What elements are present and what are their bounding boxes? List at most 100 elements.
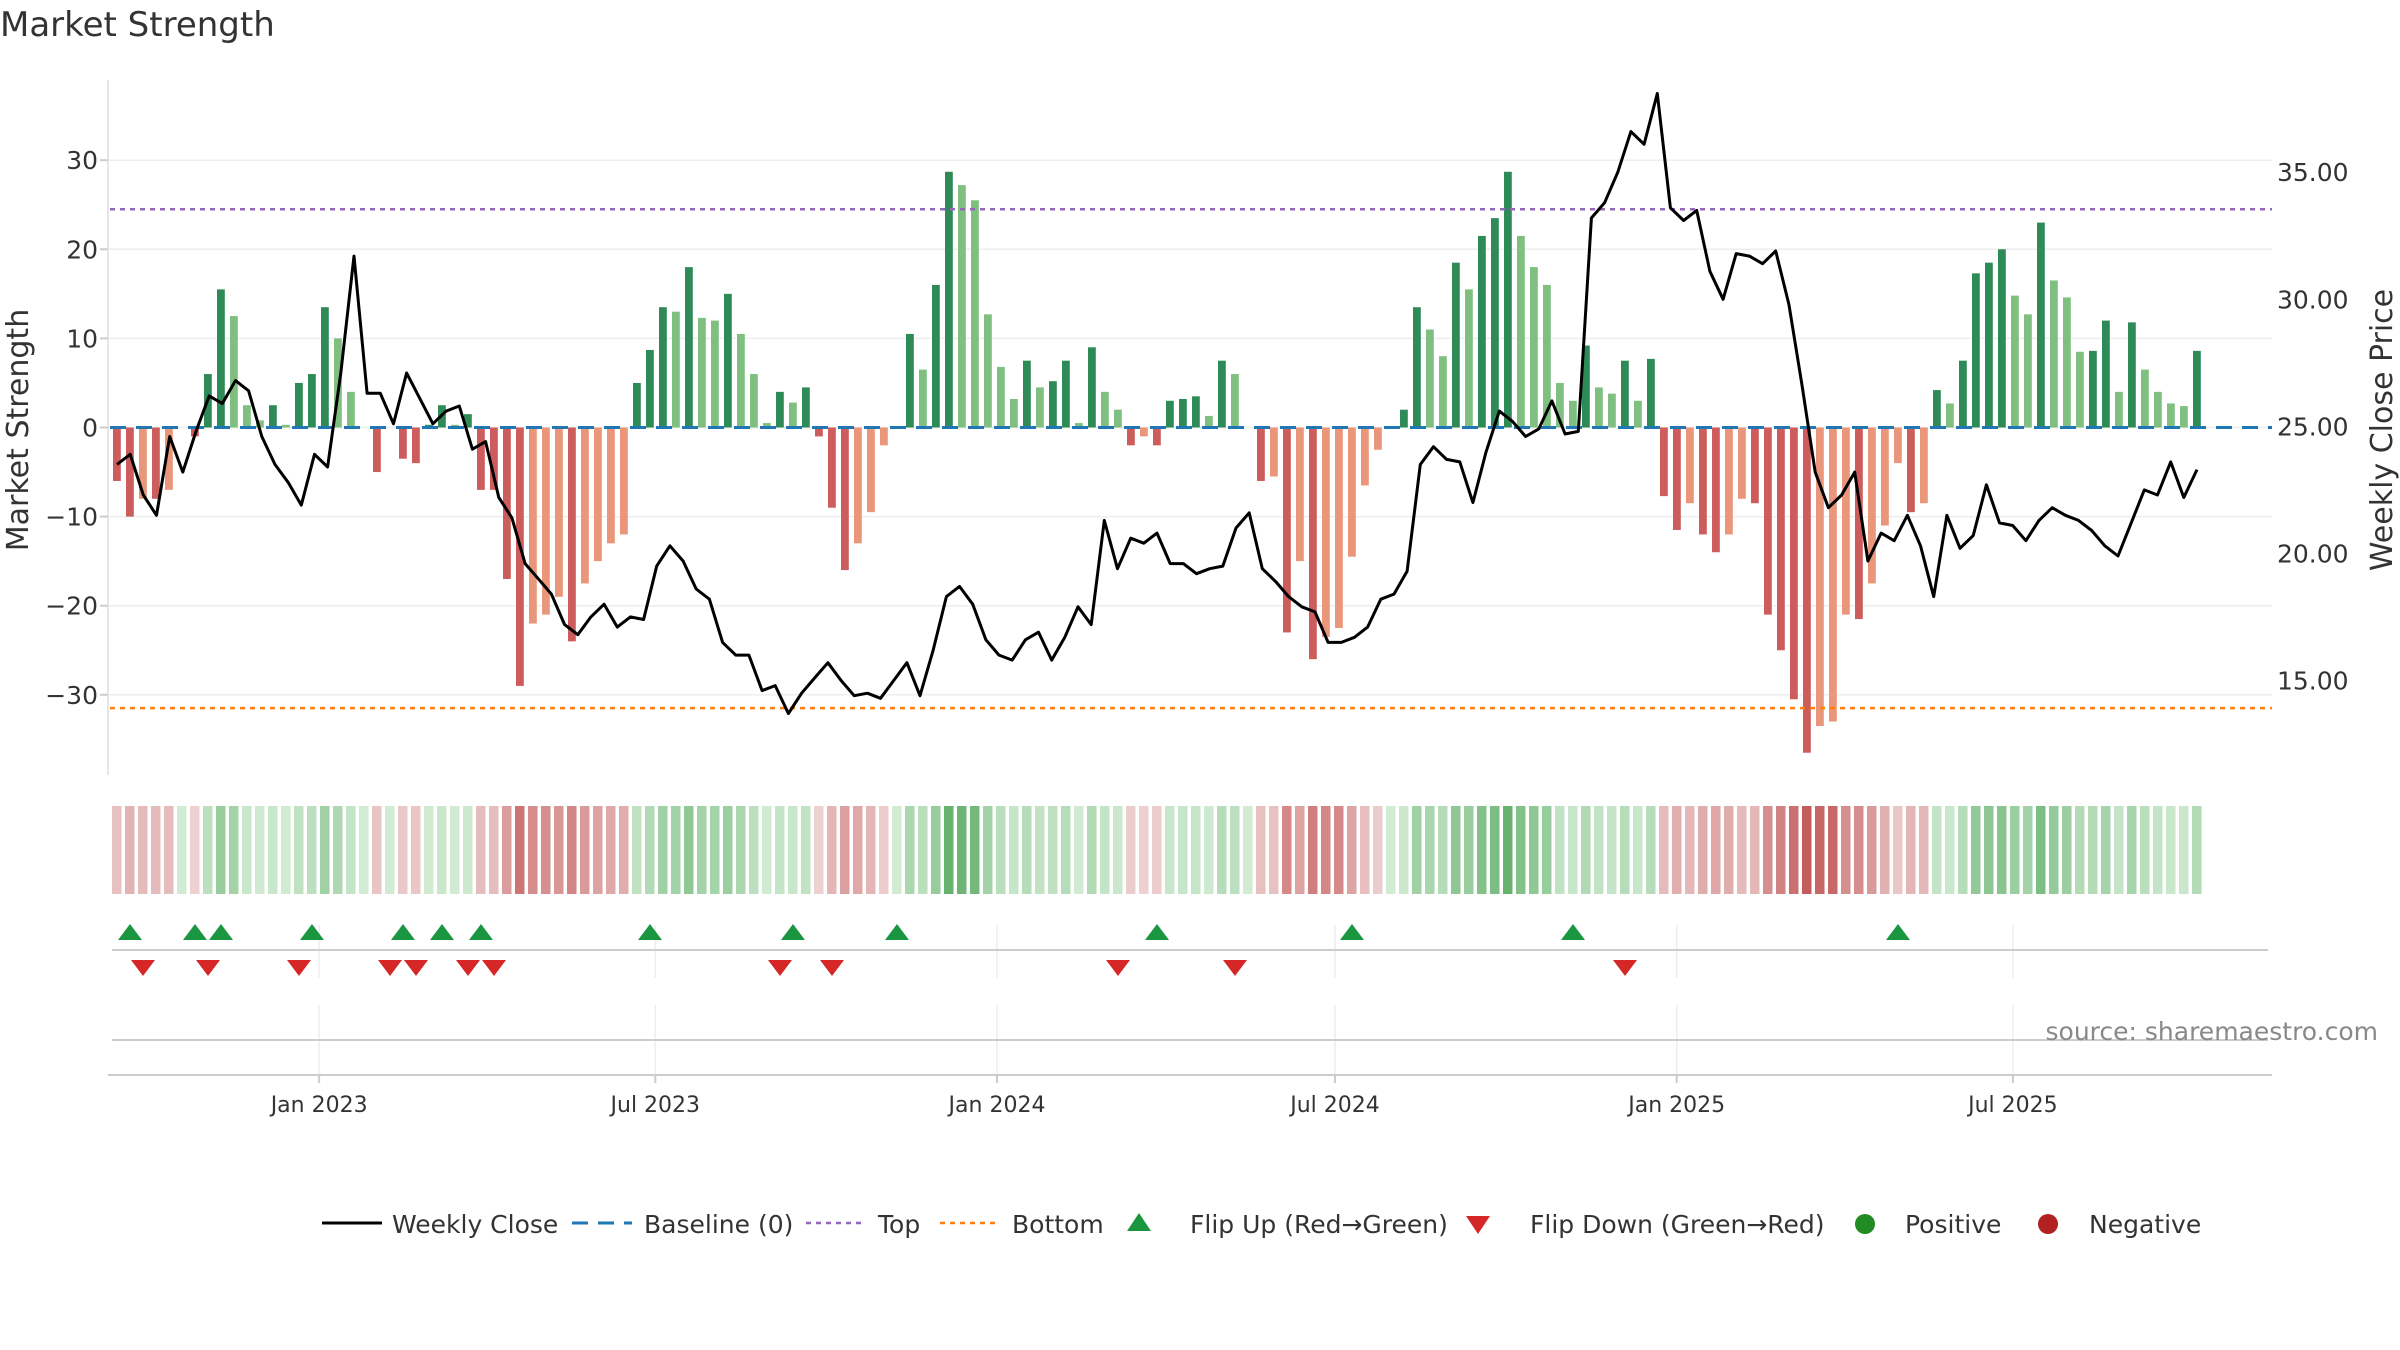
strength-bar xyxy=(2076,351,2084,428)
heat-cell xyxy=(1048,806,1058,894)
heat-cell xyxy=(281,806,291,894)
strength-bar xyxy=(1140,427,1148,437)
heat-cell xyxy=(541,806,551,894)
strength-bar xyxy=(1985,262,1993,428)
strength-bar xyxy=(815,427,823,437)
strength-bar xyxy=(867,427,875,513)
strength-bar xyxy=(1322,427,1330,637)
strength-bar xyxy=(750,374,758,428)
heat-cell xyxy=(1230,806,1240,894)
strength-bar xyxy=(464,414,472,428)
heat-cell xyxy=(1906,806,1916,894)
strength-bar xyxy=(1738,427,1746,499)
flip-down-marker xyxy=(456,960,480,976)
x-tick-label: Jul 2023 xyxy=(609,1093,701,1118)
heat-cell xyxy=(359,806,369,894)
heat-cell xyxy=(1269,806,1279,894)
strength-bar xyxy=(1374,427,1382,450)
strength-bar xyxy=(724,293,732,428)
strength-bar xyxy=(672,311,680,428)
heat-cell xyxy=(1256,806,1266,894)
flip-up-marker xyxy=(781,924,805,940)
strength-bar xyxy=(477,427,485,490)
strength-bar xyxy=(958,185,966,428)
heat-cell xyxy=(112,806,122,894)
heat-cell xyxy=(411,806,421,894)
strength-bar xyxy=(1231,374,1239,428)
heat-cell xyxy=(1295,806,1305,894)
heat-cell xyxy=(697,806,707,894)
heat-cell xyxy=(710,806,720,894)
heat-cell xyxy=(1919,806,1929,894)
heat-cell xyxy=(1308,806,1318,894)
strength-bar xyxy=(230,316,238,428)
strength-bar xyxy=(1010,398,1018,428)
strength-bar xyxy=(1166,400,1174,428)
heat-cell xyxy=(2010,806,2020,894)
strength-bar xyxy=(1504,171,1512,428)
heat-cell xyxy=(827,806,837,894)
heat-cell xyxy=(1932,806,1942,894)
heat-cell xyxy=(2088,806,2098,894)
strength-bar xyxy=(1348,427,1356,557)
strength-bar xyxy=(321,307,329,428)
x-tick-label: Jan 2023 xyxy=(269,1093,368,1118)
heat-cell xyxy=(970,806,980,894)
strength-bar xyxy=(1426,329,1434,428)
strength-bar xyxy=(555,427,563,597)
strength-bar xyxy=(152,427,160,499)
heat-cell xyxy=(216,806,226,894)
flip-markers xyxy=(118,924,1910,976)
heat-cell xyxy=(203,806,213,894)
strength-bar xyxy=(1725,427,1733,535)
heat-cell xyxy=(1529,806,1539,894)
heat-cell xyxy=(1815,806,1825,894)
heat-cell xyxy=(736,806,746,894)
legend-negative-swatch xyxy=(2038,1214,2058,1234)
x-axis-ticks: Jan 2023 Jul 2023 Jan 2024 Jul 2024 Jan 2025… xyxy=(269,1075,2058,1118)
flip-down-marker xyxy=(404,960,428,976)
strength-bar xyxy=(932,284,940,428)
strength-bar xyxy=(1582,345,1590,428)
strength-bar xyxy=(1543,284,1551,428)
strength-bar xyxy=(1998,249,2006,428)
heat-cell xyxy=(1191,806,1201,894)
heat-cell xyxy=(905,806,915,894)
flip-up-marker xyxy=(638,924,662,940)
heat-cell xyxy=(1750,806,1760,894)
heat-cell xyxy=(1399,806,1409,894)
strength-bar xyxy=(2011,295,2019,428)
strength-bar xyxy=(2128,322,2136,428)
legend-top: Top xyxy=(877,1210,920,1239)
heat-cell xyxy=(1841,806,1851,894)
strength-bar xyxy=(594,427,602,562)
heat-cell xyxy=(814,806,824,894)
strength-bar xyxy=(256,420,264,428)
heat-cell xyxy=(1763,806,1773,894)
strength-bar xyxy=(165,427,173,490)
strength-bar xyxy=(1439,356,1447,428)
heat-cell xyxy=(1113,806,1123,894)
strength-bar xyxy=(1894,427,1902,464)
heat-cell xyxy=(606,806,616,894)
strength-bar xyxy=(1803,427,1811,753)
strength-bar xyxy=(2154,391,2162,428)
strength-bar xyxy=(1777,427,1785,651)
heat-cell xyxy=(1464,806,1474,894)
heat-cell xyxy=(1776,806,1786,894)
legend: Weekly Close Baseline (0) Top Bottom Fli… xyxy=(322,1210,2201,1239)
strength-bar xyxy=(1218,360,1226,428)
x-tick-label: Jul 2024 xyxy=(1288,1093,1380,1118)
strength-bar xyxy=(607,427,615,544)
strength-bar xyxy=(633,382,641,428)
flip-up-marker xyxy=(209,924,233,940)
legend-negative: Negative xyxy=(2089,1210,2201,1239)
heat-cell xyxy=(1724,806,1734,894)
bottom-panel: source: sharemaestro.com Jan 2023 Jul 202… xyxy=(108,1005,2378,1118)
x-tick-label: Jul 2025 xyxy=(1966,1093,2058,1118)
strength-bar xyxy=(1205,415,1213,428)
legend-positive-swatch xyxy=(1855,1214,1875,1234)
strength-bar xyxy=(1829,427,1837,722)
heat-cell xyxy=(1074,806,1084,894)
strength-bar xyxy=(1660,427,1668,497)
